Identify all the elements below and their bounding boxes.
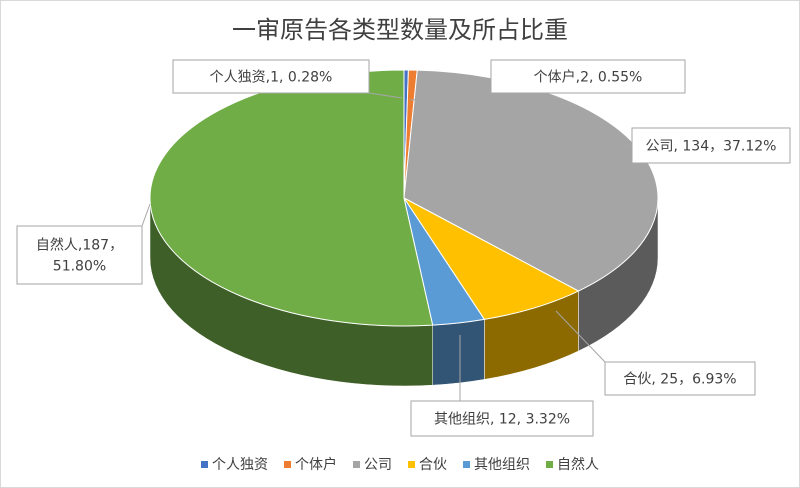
data-label-text: 其他组织, 12, 3.32% — [434, 412, 570, 428]
data-label-text: 个体户,2, 0.55% — [534, 69, 643, 86]
pie-slice-3 — [403, 197, 580, 320]
legend-item: 合伙 — [408, 454, 447, 474]
leader-line — [555, 310, 606, 363]
pie-slices — [149, 69, 659, 327]
data-label-2: 公司, 134，37.12% — [620, 127, 791, 164]
legend-swatch — [408, 460, 415, 468]
legend-item: 个人独资 — [201, 454, 268, 474]
data-label-text: 公司, 134，37.12% — [645, 139, 776, 155]
data-label-4: 其他组织, 12, 3.32% — [410, 335, 594, 437]
legend-item: 其他组织 — [463, 454, 530, 474]
legend-item: 自然人 — [546, 454, 599, 474]
legend-swatch — [201, 460, 208, 468]
legend-swatch — [546, 460, 553, 468]
legend-item: 公司 — [353, 454, 392, 474]
leader-line — [368, 92, 403, 99]
data-label-3: 合伙, 25，6.93% — [555, 310, 756, 396]
data-labels: 个人独资,1, 0.28% 个体户,2, 0.55% 公司, 134，37.12% 合… — [16, 59, 791, 437]
label-box — [172, 59, 370, 94]
data-label-0: 个人独资,1, 0.28% — [172, 59, 403, 99]
legend-swatch — [353, 460, 360, 468]
pie-side-walls — [149, 197, 659, 387]
legend-swatch — [284, 460, 291, 468]
legend-label: 个体户 — [295, 457, 337, 473]
legend-label: 自然人 — [557, 457, 599, 473]
legend-swatch — [463, 460, 470, 468]
leader-line — [141, 203, 151, 227]
data-label-text: 自然人,187， — [36, 237, 123, 254]
legend-label: 其他组织 — [474, 457, 530, 473]
pie-side-4 — [432, 319, 485, 386]
data-label-text: 合伙, 25，6.93% — [623, 372, 736, 388]
data-label-1: 个体户,2, 0.55% — [409, 59, 686, 101]
data-label-text: 51.80% — [53, 259, 106, 275]
chart-title: 一审原告各类型数量及所占比重 — [232, 16, 568, 44]
label-box — [490, 59, 686, 94]
label-box — [16, 225, 143, 285]
legend-label: 个人独资 — [212, 457, 268, 473]
label-box — [410, 400, 594, 437]
legend-label: 合伙 — [419, 457, 447, 473]
leader-line — [409, 92, 492, 101]
data-label-text: 个人独资,1, 0.28% — [210, 70, 333, 86]
legend: 个人独资 个体户 公司 合伙 其他组织 自然人 — [0, 454, 800, 474]
legend-item: 个体户 — [284, 454, 337, 474]
label-box — [631, 127, 791, 164]
legend-label: 公司 — [364, 457, 392, 473]
data-label-5: 自然人,187， 51.80% — [16, 203, 151, 285]
label-box — [604, 361, 756, 396]
